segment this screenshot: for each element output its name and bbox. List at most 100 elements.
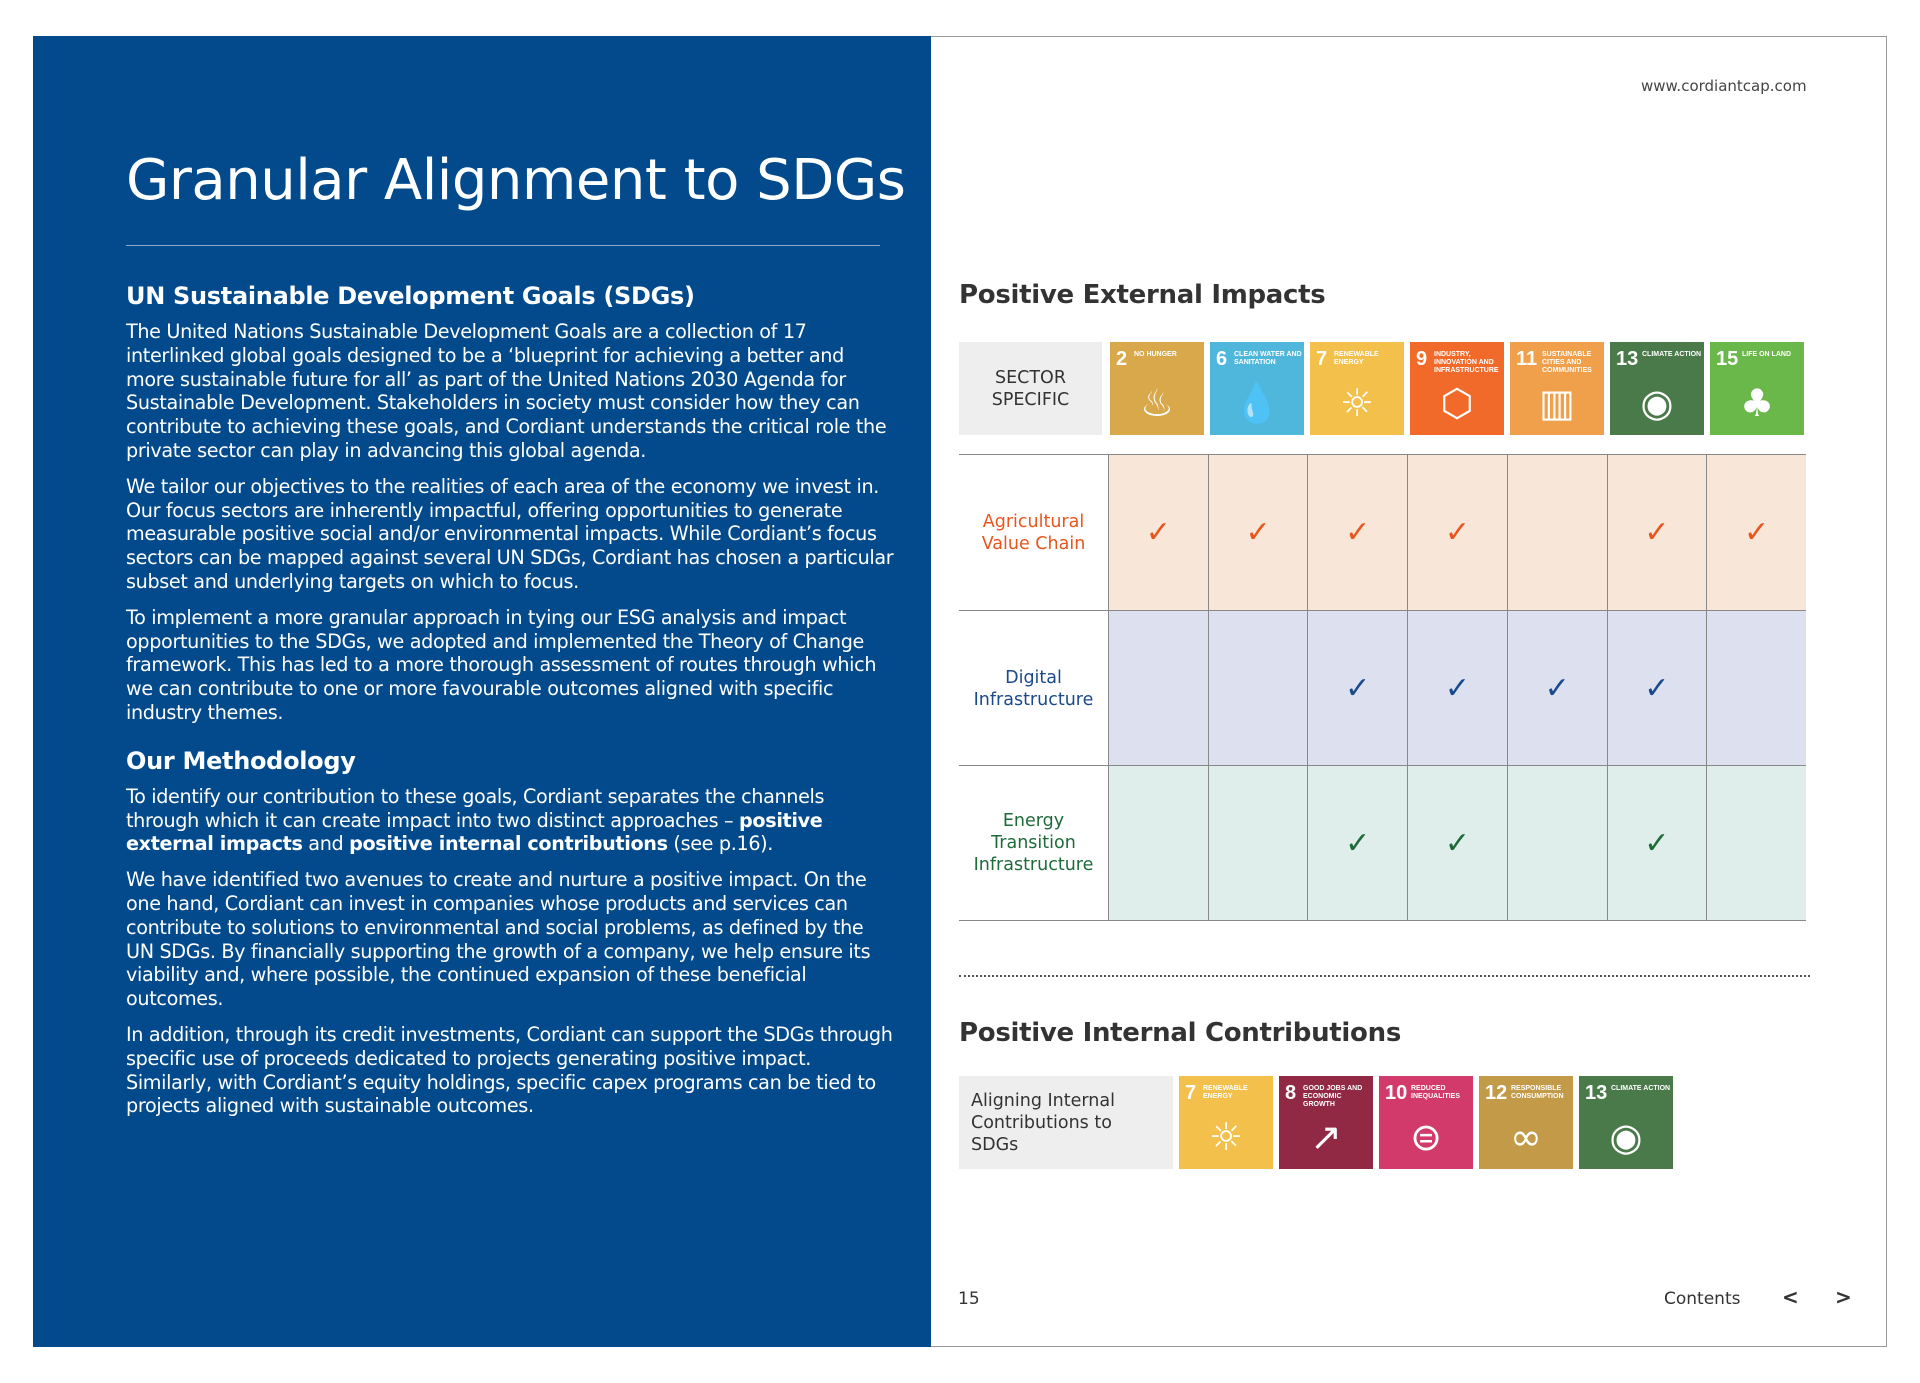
tree-icon: ♣ bbox=[1739, 381, 1775, 425]
sdg-number: 11 bbox=[1516, 348, 1538, 370]
sector-name: Digital Infrastructure bbox=[959, 611, 1108, 766]
sector-specific-label: SECTOR SPECIFIC bbox=[959, 342, 1102, 435]
sector-row: Digital Infrastructure ✓ ✓ ✓ ✓ bbox=[959, 610, 1806, 766]
check-icon: ✓ bbox=[1544, 671, 1570, 706]
sun-power-icon: ☼ bbox=[1339, 381, 1375, 425]
sdg-number: 7 bbox=[1185, 1082, 1197, 1104]
internal-label: Aligning Internal Contributions to SDGs bbox=[959, 1076, 1173, 1169]
paragraph: We tailor our objectives to the realitie… bbox=[126, 474, 894, 593]
sdg-13-tile: 13 Climate action ◉ bbox=[1610, 342, 1704, 435]
sdg-label: Industry, innovation and infrastructure bbox=[1434, 351, 1499, 374]
left-panel: Granular Alignment to SDGs UN Sustainabl… bbox=[33, 36, 931, 1347]
website-link[interactable]: www.cordiantcap.com bbox=[1641, 77, 1807, 95]
sdg-cell bbox=[1706, 611, 1806, 766]
check-icon: ✓ bbox=[1444, 825, 1470, 861]
sdg-12-tile: 12 Responsible consumption ∞ bbox=[1479, 1076, 1573, 1169]
paragraph: In addition, through its credit investme… bbox=[126, 1022, 893, 1118]
sdg-label: Responsible consumption bbox=[1511, 1085, 1564, 1100]
paragraph: We have identified two avenues to create… bbox=[126, 868, 871, 1011]
sdg-cell: ✓ bbox=[1407, 766, 1507, 920]
sdg-cell: ✓ bbox=[1706, 455, 1806, 610]
check-icon: ✓ bbox=[1644, 671, 1670, 706]
sector-row: Agricultural Value Chain ✓ ✓ ✓ ✓ ✓ ✓ bbox=[959, 454, 1806, 610]
sdg-6-tile: 6 Clean water and sanitation 💧 bbox=[1210, 342, 1304, 435]
sdg-cell: ✓ bbox=[1407, 455, 1507, 610]
section-heading-methodology: Our Methodology bbox=[126, 746, 356, 775]
dotted-divider bbox=[959, 975, 1810, 977]
sdg-number: 15 bbox=[1716, 348, 1739, 370]
internal-heading: Positive Internal Contributions bbox=[959, 1018, 1401, 1048]
sdg-2-tile: 2 No hunger ♨ bbox=[1110, 342, 1204, 435]
sdg-cell: ✓ bbox=[1307, 766, 1407, 920]
sector-name: Energy Transition Infrastructure bbox=[959, 766, 1108, 920]
sdg-cell bbox=[1207, 611, 1308, 766]
check-icon: ✓ bbox=[1743, 515, 1770, 550]
growth-chart-icon: ↗ bbox=[1310, 1115, 1342, 1159]
sdg-number: 7 bbox=[1316, 348, 1328, 370]
sdg-label: Climate action bbox=[1611, 1085, 1671, 1092]
sdg-cell: ✓ bbox=[1506, 611, 1607, 766]
paragraph: To identify our contribution to these go… bbox=[126, 785, 896, 856]
page-title: Granular Alignment to SDGs bbox=[126, 148, 906, 213]
sdg-cell: ✓ bbox=[1606, 766, 1707, 920]
eye-globe-icon: ◉ bbox=[1609, 1115, 1643, 1159]
sdg-7-tile: 7 Renewable energy ☼ bbox=[1310, 342, 1404, 435]
sdg-label: Good jobs and economic growth bbox=[1303, 1085, 1363, 1108]
check-icon: ✓ bbox=[1245, 515, 1271, 550]
check-icon: ✓ bbox=[1345, 825, 1371, 861]
contents-link[interactable]: Contents bbox=[1664, 1289, 1741, 1309]
sdg-cell bbox=[1207, 766, 1308, 920]
sdg-cell bbox=[1706, 766, 1806, 920]
section-heading-sdgs: UN Sustainable Development Goals (SDGs) bbox=[126, 282, 695, 310]
check-icon: ✓ bbox=[1644, 825, 1670, 861]
sdg-label: Clean water and sanitation bbox=[1234, 351, 1302, 366]
sdg-number: 2 bbox=[1116, 348, 1128, 370]
sdg-number: 10 bbox=[1385, 1082, 1408, 1104]
check-icon: ✓ bbox=[1444, 671, 1470, 706]
bold-text: positive external impacts bbox=[126, 808, 823, 856]
sun-power-icon: ☼ bbox=[1208, 1115, 1244, 1159]
sector-name: Agricultural Value Chain bbox=[959, 455, 1108, 610]
external-heading: Positive External Impacts bbox=[959, 280, 1326, 310]
sdg-cell bbox=[1506, 766, 1607, 920]
check-icon: ✓ bbox=[1345, 671, 1371, 706]
left-content: UN Sustainable Development Goals (SDGs) … bbox=[126, 282, 896, 1130]
sdg-cell: ✓ bbox=[1606, 611, 1707, 766]
sdg-number: 13 bbox=[1585, 1082, 1608, 1104]
sdg-label: Sustainable cities and communities bbox=[1542, 351, 1592, 374]
sdg-number: 8 bbox=[1285, 1082, 1297, 1104]
sdg-cell: ✓ bbox=[1407, 611, 1507, 766]
sdg-11-tile: 11 Sustainable cities and communities ▥ bbox=[1510, 342, 1604, 435]
next-page-button[interactable]: > bbox=[1835, 1285, 1852, 1309]
sdg-label: Renewable energy bbox=[1334, 351, 1379, 366]
infinity-icon: ∞ bbox=[1510, 1115, 1542, 1159]
paragraph: The United Nations Sustainable Developme… bbox=[126, 320, 887, 462]
city-icon: ▥ bbox=[1539, 381, 1575, 425]
sdg-cell: ✓ bbox=[1108, 455, 1208, 610]
sdg-number: 13 bbox=[1616, 348, 1639, 370]
sdg-cell bbox=[1108, 766, 1208, 920]
sdg-label: No hunger bbox=[1134, 351, 1177, 358]
sdg-10-tile: 10 Reduced inequalities ⊜ bbox=[1379, 1076, 1473, 1169]
bold-text: positive internal contributions bbox=[349, 832, 668, 856]
sdg-cell: ✓ bbox=[1307, 455, 1407, 610]
text: and bbox=[302, 832, 350, 856]
sdg-label: Reduced inequalities bbox=[1411, 1085, 1461, 1100]
cubes-icon: ⬡ bbox=[1440, 381, 1474, 425]
sector-row: Energy Transition Infrastructure ✓ ✓ ✓ bbox=[959, 765, 1806, 921]
check-icon: ✓ bbox=[1444, 515, 1470, 550]
sdg-cell bbox=[1506, 455, 1607, 610]
prev-page-button[interactable]: < bbox=[1782, 1285, 1799, 1309]
text: To identify our contribution to these go… bbox=[126, 784, 825, 832]
equal-circle-icon: ⊜ bbox=[1410, 1115, 1442, 1159]
sdg-number: 9 bbox=[1416, 348, 1428, 370]
sdg-cell bbox=[1108, 611, 1208, 766]
sdg-cell: ✓ bbox=[1307, 611, 1407, 766]
check-icon: ✓ bbox=[1644, 515, 1670, 550]
page-number: 15 bbox=[958, 1289, 980, 1309]
check-icon: ✓ bbox=[1345, 515, 1371, 550]
sdg-label: Climate action bbox=[1642, 351, 1702, 358]
sdg-8-tile: 8 Good jobs and economic growth ↗ bbox=[1279, 1076, 1373, 1169]
